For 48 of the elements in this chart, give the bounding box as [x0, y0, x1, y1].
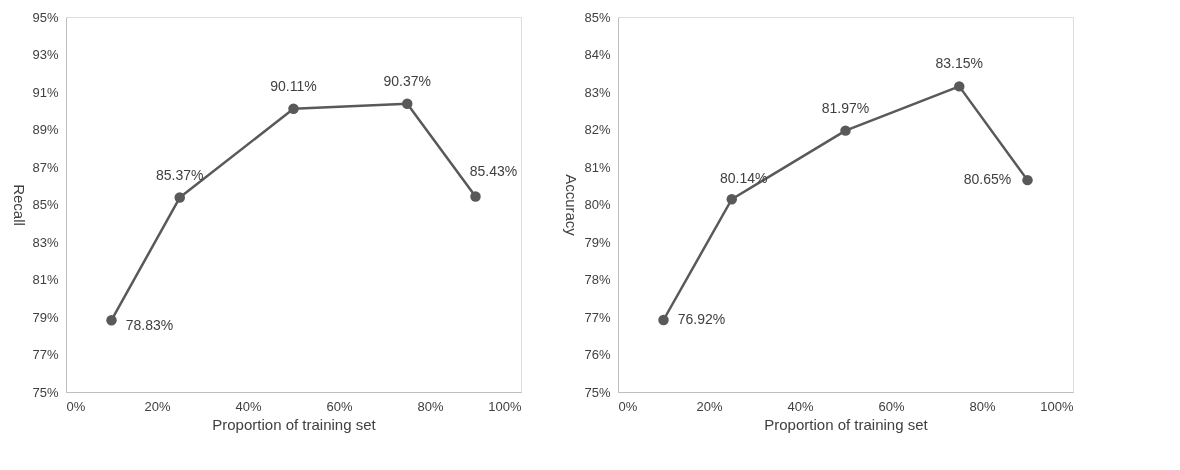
- data-label: 90.37%: [383, 72, 431, 89]
- y-axis-title: Accuracy: [563, 174, 581, 237]
- y-tick-label: 85%: [32, 197, 59, 212]
- x-axis-title: Proportion of training set: [764, 415, 929, 433]
- x-tick-label: 40%: [235, 398, 262, 414]
- y-tick-label: 82%: [584, 122, 611, 137]
- data-label: 80.14%: [720, 170, 768, 187]
- y-tick-label: 83%: [32, 234, 59, 250]
- y-tick-label: 81%: [32, 272, 59, 287]
- data-label: 85.37%: [156, 166, 204, 183]
- x-tick-label: 20%: [696, 398, 723, 414]
- y-tick-label: 81%: [584, 159, 611, 175]
- y-tick-label: 84%: [584, 47, 611, 62]
- x-axis-title: Proportion of training set: [212, 415, 377, 433]
- y-tick-label: 89%: [32, 122, 59, 137]
- data-label: 80.65%: [963, 171, 1012, 188]
- x-tick-label: 20%: [144, 398, 171, 414]
- x-tick-label: 0%: [66, 398, 86, 414]
- y-tick-label: 75%: [32, 384, 59, 400]
- x-tick-label: 80%: [417, 398, 444, 414]
- data-label: 85.43%: [469, 163, 518, 180]
- y-tick-label: 80%: [584, 197, 611, 212]
- x-tick-label: 100%: [488, 398, 522, 414]
- data-label: 81.97%: [821, 99, 870, 116]
- y-tick-label: 87%: [32, 159, 59, 175]
- y-tick-label: 91%: [32, 84, 59, 100]
- y-tick-label: 77%: [584, 309, 611, 325]
- y-tick-label: 79%: [32, 309, 59, 325]
- y-tick-label: 95%: [32, 9, 59, 25]
- x-tick-label: 100%: [1040, 398, 1074, 414]
- data-label: 78.83%: [125, 317, 174, 334]
- x-tick-label: 60%: [878, 398, 905, 414]
- x-tick-label: 60%: [326, 398, 353, 414]
- y-tick-label: 75%: [584, 384, 611, 400]
- data-label: 83.15%: [935, 55, 983, 72]
- data-label: 76.92%: [677, 311, 726, 327]
- y-tick-label: 93%: [32, 47, 59, 62]
- x-tick-label: 40%: [787, 398, 814, 414]
- y-tick-label: 78%: [584, 272, 611, 287]
- y-tick-label: 77%: [32, 347, 59, 362]
- x-tick-label: 80%: [969, 398, 996, 414]
- data-label: 90.11%: [270, 77, 317, 94]
- y-axis-title: Recall: [11, 184, 29, 226]
- y-tick-label: 79%: [584, 234, 611, 250]
- y-tick-label: 85%: [584, 9, 611, 25]
- y-tick-label: 83%: [584, 84, 611, 100]
- x-tick-label: 0%: [618, 398, 638, 414]
- y-tick-label: 76%: [584, 347, 611, 362]
